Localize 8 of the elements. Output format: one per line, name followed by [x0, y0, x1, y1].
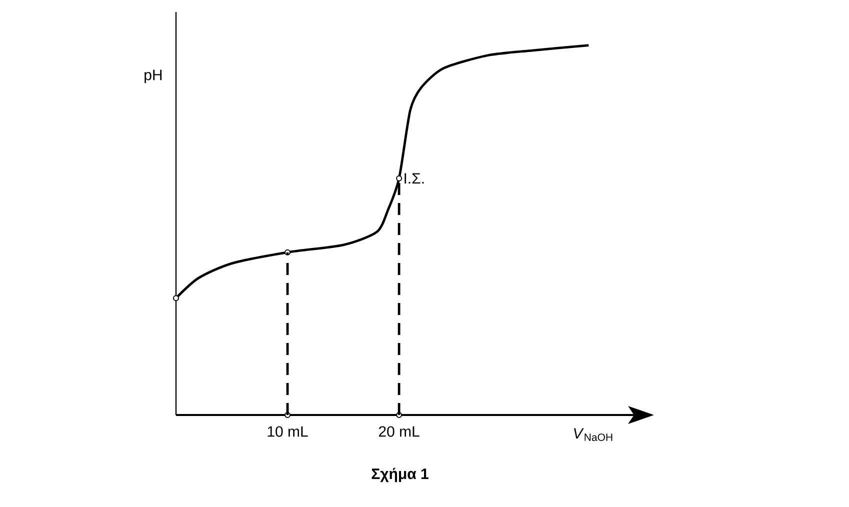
point — [173, 295, 180, 302]
x-axis-title: V$_{NaOH}$ — [574, 428, 612, 441]
x-tick-label: 20 mL — [378, 426, 420, 437]
x-tick-label: 10 mL — [268, 426, 308, 437]
y-axis-title: pH — [144, 70, 162, 84]
text: Σχήμα 1 — [372, 468, 428, 482]
annotation: Ι.Σ. — [404, 173, 424, 184]
point — [396, 175, 402, 182]
